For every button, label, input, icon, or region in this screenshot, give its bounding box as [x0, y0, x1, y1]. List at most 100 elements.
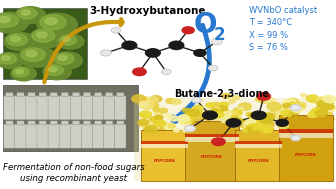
- FancyBboxPatch shape: [59, 96, 71, 120]
- FancyBboxPatch shape: [103, 124, 115, 148]
- FancyBboxPatch shape: [115, 96, 126, 120]
- Circle shape: [203, 111, 217, 119]
- Circle shape: [209, 65, 218, 71]
- Text: 3-Hydroxybutanone: 3-Hydroxybutanone: [90, 6, 206, 16]
- FancyBboxPatch shape: [94, 92, 102, 97]
- Circle shape: [140, 111, 152, 118]
- Circle shape: [171, 99, 181, 104]
- Circle shape: [177, 115, 187, 121]
- Circle shape: [253, 122, 266, 129]
- FancyBboxPatch shape: [279, 133, 333, 138]
- Text: Fermentation of non-food sugars
using recombinant yeast: Fermentation of non-food sugars using re…: [3, 163, 145, 183]
- FancyBboxPatch shape: [106, 121, 113, 125]
- Circle shape: [235, 111, 242, 115]
- FancyBboxPatch shape: [94, 121, 102, 125]
- Circle shape: [325, 104, 334, 109]
- Circle shape: [191, 112, 204, 120]
- Circle shape: [323, 95, 336, 103]
- Circle shape: [287, 98, 298, 105]
- Circle shape: [249, 124, 262, 131]
- Circle shape: [182, 128, 189, 132]
- Circle shape: [15, 7, 45, 24]
- Circle shape: [100, 50, 111, 56]
- Circle shape: [261, 127, 275, 134]
- Circle shape: [179, 116, 190, 122]
- Circle shape: [173, 129, 179, 132]
- Circle shape: [204, 115, 213, 120]
- Circle shape: [111, 28, 121, 33]
- Circle shape: [308, 112, 319, 117]
- Circle shape: [163, 124, 173, 129]
- Circle shape: [307, 111, 318, 117]
- FancyBboxPatch shape: [15, 124, 26, 148]
- Circle shape: [165, 114, 173, 119]
- Circle shape: [257, 127, 263, 130]
- Circle shape: [256, 113, 266, 119]
- Circle shape: [267, 102, 281, 111]
- FancyBboxPatch shape: [48, 124, 59, 148]
- Circle shape: [142, 97, 150, 101]
- FancyBboxPatch shape: [117, 92, 124, 97]
- Circle shape: [142, 114, 150, 118]
- Circle shape: [32, 29, 55, 42]
- Circle shape: [45, 65, 64, 75]
- Circle shape: [45, 18, 57, 25]
- Circle shape: [291, 111, 299, 115]
- Circle shape: [247, 127, 253, 130]
- Circle shape: [0, 16, 10, 23]
- Circle shape: [151, 117, 159, 122]
- Circle shape: [151, 96, 162, 102]
- Circle shape: [220, 102, 229, 107]
- Circle shape: [211, 39, 222, 45]
- FancyBboxPatch shape: [4, 124, 15, 148]
- FancyBboxPatch shape: [83, 92, 91, 97]
- FancyBboxPatch shape: [26, 96, 37, 120]
- FancyBboxPatch shape: [185, 137, 239, 142]
- FancyBboxPatch shape: [17, 92, 24, 97]
- Circle shape: [168, 124, 175, 128]
- Circle shape: [178, 118, 192, 125]
- FancyBboxPatch shape: [106, 92, 113, 97]
- Circle shape: [231, 118, 243, 124]
- Circle shape: [275, 107, 288, 114]
- Circle shape: [0, 53, 24, 68]
- Circle shape: [291, 135, 300, 141]
- Circle shape: [183, 108, 191, 113]
- Circle shape: [290, 105, 301, 111]
- Circle shape: [324, 97, 331, 102]
- FancyBboxPatch shape: [72, 92, 80, 97]
- Circle shape: [291, 106, 303, 112]
- Circle shape: [271, 115, 279, 119]
- FancyBboxPatch shape: [6, 92, 13, 97]
- Circle shape: [10, 36, 20, 42]
- Circle shape: [278, 123, 288, 129]
- Circle shape: [310, 98, 319, 103]
- Circle shape: [13, 68, 29, 77]
- Circle shape: [285, 110, 294, 115]
- FancyBboxPatch shape: [17, 121, 24, 125]
- Circle shape: [139, 101, 149, 107]
- Circle shape: [229, 121, 241, 127]
- Circle shape: [191, 107, 197, 110]
- Circle shape: [230, 112, 241, 118]
- Circle shape: [206, 103, 214, 108]
- FancyBboxPatch shape: [92, 124, 104, 148]
- Circle shape: [285, 114, 291, 118]
- Circle shape: [222, 94, 230, 98]
- Circle shape: [162, 123, 174, 130]
- Circle shape: [59, 35, 77, 45]
- Text: WVNbO catalyst
T = 340°C
X = 99 %
S = 76 %: WVNbO catalyst T = 340°C X = 99 % S = 76…: [249, 6, 317, 52]
- Circle shape: [276, 121, 285, 126]
- Circle shape: [283, 103, 291, 108]
- Circle shape: [193, 106, 203, 111]
- Circle shape: [6, 34, 28, 46]
- Circle shape: [317, 97, 329, 104]
- Circle shape: [323, 96, 331, 100]
- Circle shape: [149, 117, 163, 125]
- Circle shape: [264, 112, 274, 117]
- FancyBboxPatch shape: [37, 124, 48, 148]
- Circle shape: [4, 33, 36, 51]
- FancyBboxPatch shape: [185, 121, 239, 181]
- Circle shape: [43, 64, 71, 80]
- Circle shape: [170, 116, 179, 121]
